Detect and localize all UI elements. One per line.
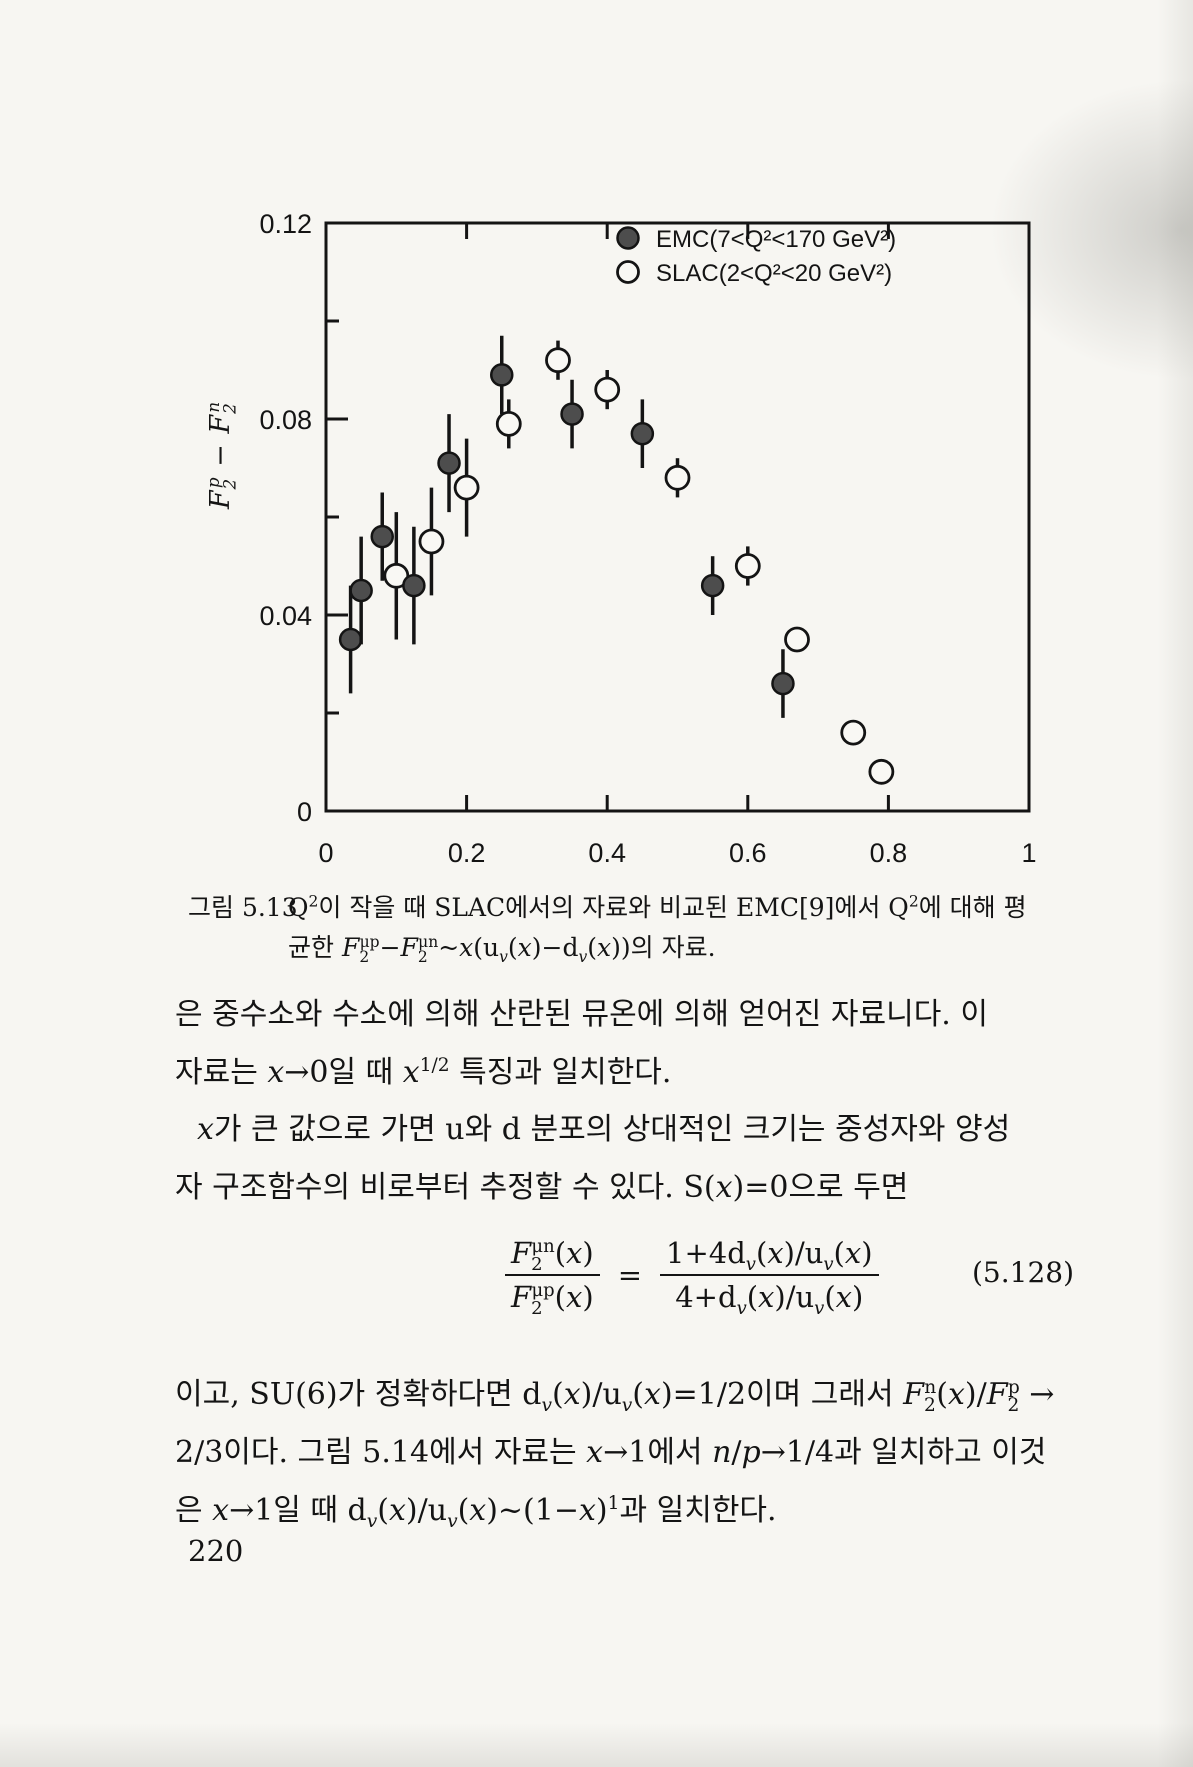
- paragraph: 은 중수소와 수소에 의해 산란된 뮤온에 의해 얻어진 자료니다. 이 자료는…: [175, 986, 1085, 1102]
- emc-data-point: [349, 578, 373, 603]
- figure-caption-label: 그림 5.13: [188, 893, 298, 922]
- paragraph-line: 은 x→1일 때 dv(x)/uv(x)~(1−x)1과 일치한다.: [175, 1493, 777, 1532]
- paragraph-line: 은 중수소와 수소에 의해 산란된 뮤온에 의해 얻어진 자료니다. 이: [175, 997, 988, 1032]
- slac-data-point: [418, 528, 445, 555]
- page-number: 220: [188, 1534, 244, 1568]
- y-tick-label: 0.04: [259, 601, 312, 631]
- emc-data-point: [490, 363, 514, 387]
- emc-data-point: [370, 524, 394, 549]
- equation-lhs-fraction: F2μn(x) F2μp(x): [505, 1236, 600, 1317]
- figure-caption: 그림 5.13 Q2이 작을 때 SLAC에서의 자료와 비교된 EMC[9]에…: [188, 888, 1068, 968]
- slac-data-point: [453, 474, 480, 501]
- slac-data-point: [594, 376, 621, 403]
- slac-data-point: [868, 758, 895, 785]
- x-tick-label: 0.4: [588, 838, 626, 868]
- legend-label: EMC(7<Q²<170 GeV²): [656, 226, 896, 253]
- fraction-denominator: 4+dv(x)/uv(x): [660, 1274, 879, 1317]
- paragraph-line: 자 구조함수의 비로부터 추정할 수 있다. S(x)=0으로 두면: [175, 1170, 909, 1205]
- figure-5-13: 00.040.080.1200.20.40.60.81xEMC(7<Q²<170…: [200, 175, 1060, 914]
- slac-data-point: [840, 719, 867, 746]
- emc-data-point: [700, 573, 725, 598]
- legend-label: SLAC(2<Q²<20 GeV²): [656, 260, 892, 287]
- slac-data-point: [784, 626, 810, 653]
- x-tick-label: 0.6: [729, 838, 767, 868]
- y-tick-label: 0.08: [259, 405, 312, 435]
- paragraph-line: 자료는 x→0일 때 x1/2 특징과 일치한다.: [175, 1055, 672, 1090]
- fraction-denominator: F2μp(x): [505, 1274, 600, 1317]
- slac-data-point: [495, 410, 522, 437]
- emc-data-point: [338, 627, 363, 652]
- emc-data-point: [402, 573, 426, 598]
- y-tick-label: 0.12: [259, 209, 312, 239]
- x-tick-label: 0: [318, 838, 333, 868]
- paragraph: x가 큰 값으로 가면 u와 d 분포의 상대적인 크기는 중성자와 양성 자 …: [175, 1101, 1085, 1217]
- equation-5-128: F2μn(x) F2μp(x) = 1+4dv(x)/uv(x) 4+dv(x)…: [505, 1236, 879, 1317]
- scatter-chart: 00.040.080.1200.20.40.60.81xEMC(7<Q²<170…: [259, 209, 1036, 914]
- equation-rhs-fraction: 1+4dv(x)/uv(x) 4+dv(x)/uv(x): [660, 1236, 879, 1317]
- paragraph: 이고, SU(6)가 정확하다면 dv(x)/uv(x)=1/2이며 그래서 F…: [175, 1366, 1085, 1540]
- fraction-numerator: 1+4dv(x)/uv(x): [666, 1236, 873, 1275]
- emc-data-point: [560, 402, 584, 426]
- paragraph-line: x가 큰 값으로 가면 u와 d 분포의 상대적인 크기는 중성자와 양성: [197, 1112, 1011, 1147]
- emc-data-point: [437, 451, 461, 475]
- y-axis-title: F2p − F2n: [203, 400, 240, 510]
- slac-data-point: [664, 464, 691, 491]
- paragraph-line: 2/3이다. 그림 5.14에서 자료는 x→1에서 n/p→1/4과 일치하고…: [175, 1435, 1047, 1470]
- equation-number: (5.128): [972, 1256, 1075, 1289]
- x-tick-label: 1: [1021, 838, 1036, 868]
- figure-caption-line: Q2이 작을 때 SLAC에서의 자료와 비교된 EMC[9]에서 Q2에 대해…: [288, 892, 1027, 922]
- x-tick-label: 0.8: [870, 838, 908, 868]
- x-tick-label: 0.2: [448, 838, 486, 868]
- emc-data-point: [630, 421, 655, 446]
- slac-data-point: [545, 347, 571, 374]
- slac-data-point: [734, 553, 761, 579]
- legend-marker-slac: [616, 260, 640, 284]
- equals-sign: =: [617, 1258, 643, 1292]
- fraction-numerator: F2μn(x): [511, 1236, 594, 1275]
- figure-caption-line: 균한 F2μp−F2μn~x(uv(x)−dv(x))의 자료.: [288, 932, 716, 966]
- legend-marker-emc: [616, 226, 640, 250]
- y-tick-label: 0: [297, 797, 312, 827]
- paragraph-line: 이고, SU(6)가 정확하다면 dv(x)/uv(x)=1/2이며 그래서 F…: [175, 1377, 1055, 1416]
- emc-data-point: [771, 671, 795, 696]
